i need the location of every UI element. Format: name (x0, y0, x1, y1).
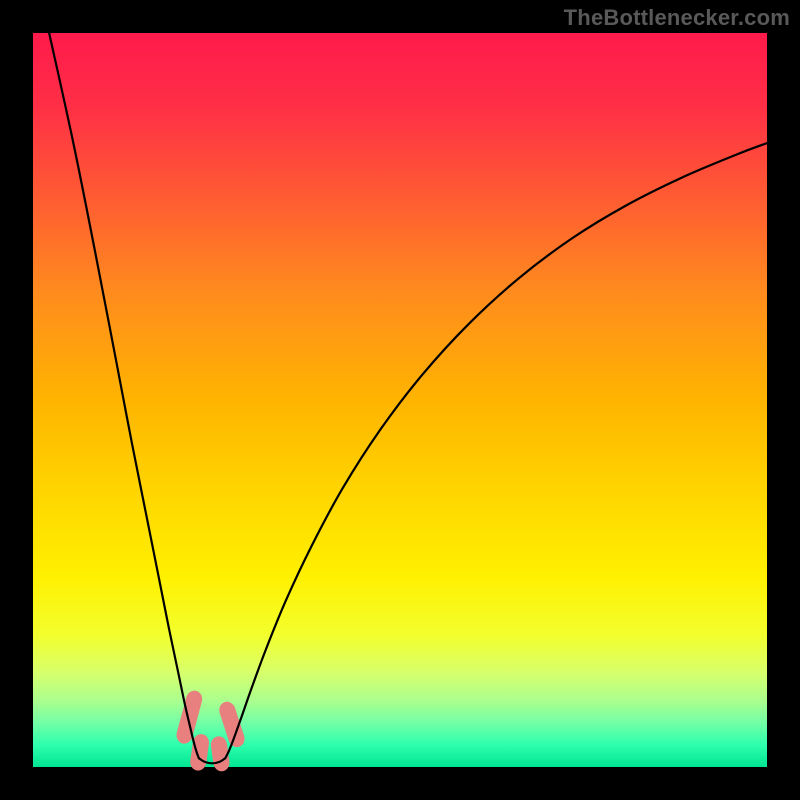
curve-right-limb (225, 143, 767, 758)
curves-layer (33, 33, 767, 767)
watermark-text: TheBottlenecker.com (564, 5, 790, 31)
plot-area (33, 33, 767, 767)
curve-left-limb (49, 33, 199, 758)
